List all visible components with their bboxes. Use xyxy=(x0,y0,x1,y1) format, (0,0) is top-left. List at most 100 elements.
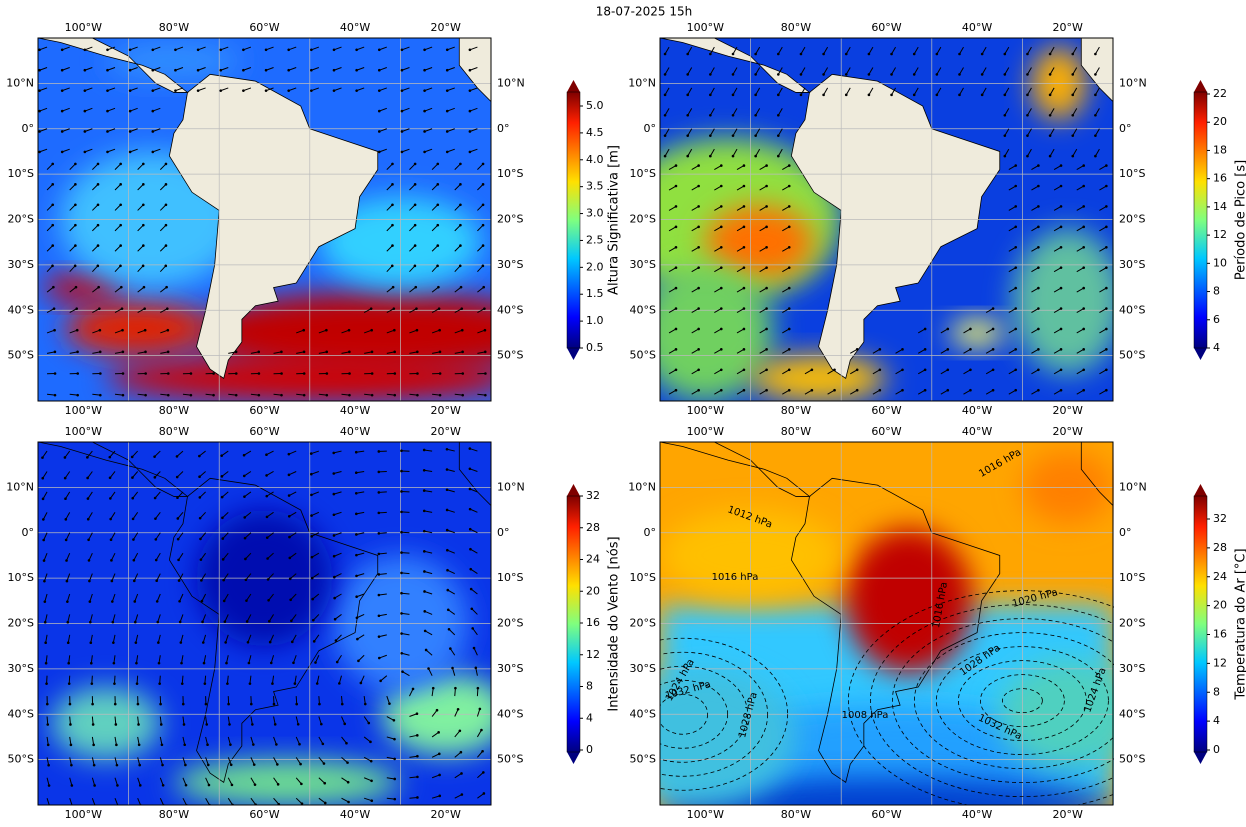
arrow-head xyxy=(310,514,313,517)
wind-arrow xyxy=(62,46,70,51)
arrow-head xyxy=(290,640,294,644)
lon-label: 60°W xyxy=(249,404,279,417)
wind-arrow xyxy=(782,185,790,191)
lat-label: 10°S xyxy=(8,167,34,180)
wind-arrow xyxy=(448,628,456,636)
arrow-head xyxy=(471,627,474,630)
arrow-head xyxy=(206,743,209,747)
wind-arrow xyxy=(1031,328,1039,334)
arrow-head xyxy=(379,679,382,683)
wind-arrow xyxy=(469,128,478,132)
arrow-head xyxy=(153,476,157,479)
arrow-head xyxy=(833,388,836,392)
arrow-head xyxy=(697,327,700,331)
lat-label: 50°S xyxy=(1119,753,1145,766)
wind-arrow xyxy=(88,552,93,561)
wind-arrow xyxy=(1008,348,1016,354)
wind-arrow xyxy=(363,716,370,724)
wind-arrow xyxy=(1072,128,1078,136)
arrow-head xyxy=(1026,93,1029,97)
wind-arrow xyxy=(454,794,463,799)
arrow-head xyxy=(377,48,381,52)
arrow-head xyxy=(66,600,69,603)
wind-arrow xyxy=(777,46,783,55)
wind-arrow xyxy=(985,348,994,354)
arrow-head xyxy=(1059,388,1063,392)
arrow-head xyxy=(674,205,678,208)
arrow-head xyxy=(867,93,871,97)
arrow-head xyxy=(247,661,251,665)
arrow-head xyxy=(219,89,223,92)
arrow-head xyxy=(484,372,487,375)
arrow-head xyxy=(1059,184,1063,188)
arrow-head xyxy=(300,782,303,786)
wind-arrow xyxy=(691,328,699,334)
wind-arrow xyxy=(152,148,161,153)
wind-arrow xyxy=(266,471,274,476)
arrow-head xyxy=(1059,368,1063,372)
arrow-head xyxy=(288,535,291,539)
arrow-head xyxy=(445,447,449,451)
arrow-head xyxy=(355,512,358,516)
wind-arrow xyxy=(714,205,722,211)
lat-label: 50°S xyxy=(497,349,523,362)
wind-arrow xyxy=(46,308,55,313)
lat-label: 10°S xyxy=(630,167,656,180)
arrow-head xyxy=(108,476,112,480)
arrow-head xyxy=(86,517,90,521)
wind-arrow xyxy=(782,246,790,252)
arrow-head xyxy=(377,130,381,133)
wind-arrow xyxy=(845,46,851,55)
arrow-head xyxy=(1071,154,1075,158)
lat-label: 40°S xyxy=(497,707,523,720)
arrow-head xyxy=(674,225,678,229)
map-frame xyxy=(659,37,1114,402)
wind-arrow xyxy=(114,351,123,354)
wind-arrow xyxy=(1004,67,1010,75)
arrow-head xyxy=(400,449,403,453)
wind-arrow xyxy=(46,393,56,396)
arrow-head xyxy=(1105,205,1108,208)
lon-label: 100°W xyxy=(687,21,724,34)
arrow-head xyxy=(787,307,791,310)
wind-arrow xyxy=(107,87,116,92)
colorbar-tick-label: 32 xyxy=(1213,512,1227,525)
wind-arrow xyxy=(273,797,280,805)
lon-label: 40°W xyxy=(962,425,992,438)
arrow-head xyxy=(151,109,155,113)
lon-label: 100°W xyxy=(65,404,102,417)
wind-arrow xyxy=(477,793,485,799)
wind-arrow xyxy=(363,308,372,313)
arrow-head xyxy=(323,801,327,805)
land xyxy=(790,73,1001,379)
wind-arrow xyxy=(891,87,896,96)
arrow-head xyxy=(110,559,113,562)
wind-arrow xyxy=(963,328,971,334)
arrow-head xyxy=(111,620,115,624)
arrow-head xyxy=(855,348,859,351)
wind-arrow xyxy=(1094,128,1100,136)
wind-arrow xyxy=(917,348,926,354)
wind-arrow xyxy=(447,609,456,615)
arrow-head xyxy=(449,647,452,650)
isobar xyxy=(936,646,1109,756)
arrow-head xyxy=(86,497,90,500)
arrow-head xyxy=(400,591,403,595)
arrow-head xyxy=(454,686,457,690)
arrow-head xyxy=(460,307,464,310)
arrow-head xyxy=(176,517,180,520)
arrow-head xyxy=(133,600,137,603)
colorbar-tick-label: 32 xyxy=(586,489,600,502)
arrow-head xyxy=(83,48,87,52)
lon-label: 60°W xyxy=(249,425,279,438)
arrow-head xyxy=(53,372,57,375)
wind-arrow xyxy=(92,308,100,313)
arrow-head xyxy=(697,164,700,167)
arrow-head xyxy=(128,109,132,113)
wind-arrow xyxy=(1094,46,1100,55)
arrow-head xyxy=(923,388,927,392)
wind-arrow xyxy=(356,532,365,535)
arrow-head xyxy=(742,286,746,290)
wind-arrow xyxy=(42,471,48,479)
lat-label: 10°S xyxy=(1119,571,1145,584)
